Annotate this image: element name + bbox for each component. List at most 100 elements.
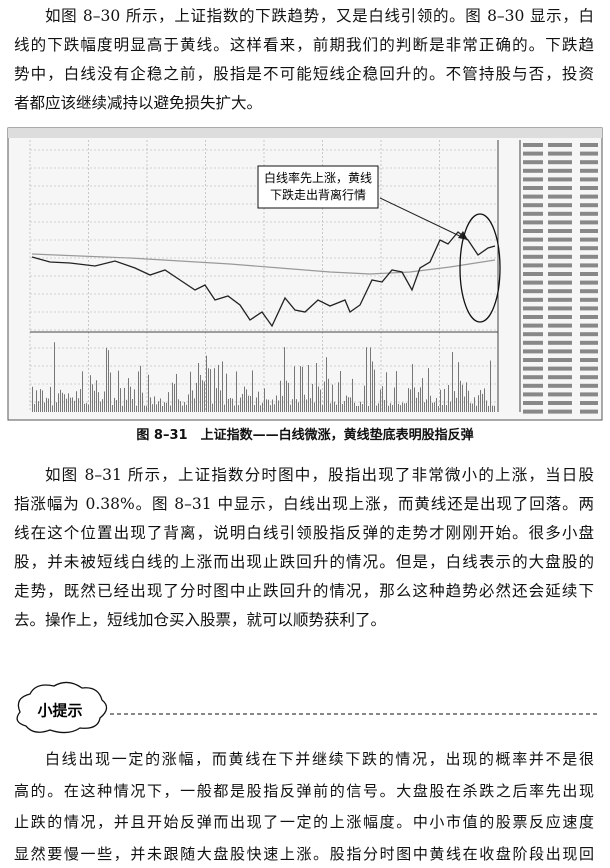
volume-bar	[392, 404, 393, 412]
volume-bar	[172, 382, 173, 412]
volume-bar	[194, 398, 195, 412]
volume-bar	[100, 401, 101, 412]
volume-bar	[368, 405, 369, 412]
volume-bar	[296, 399, 297, 412]
volume-bar	[158, 401, 159, 412]
ticker-row	[523, 349, 543, 354]
volume-bar	[272, 399, 273, 412]
arrowhead	[458, 231, 468, 240]
volume-bar	[426, 399, 427, 412]
volume-bar	[162, 405, 163, 412]
volume-bar	[216, 388, 217, 412]
volume-bar	[48, 398, 49, 412]
ticker-row	[580, 263, 598, 268]
volume-bar	[254, 405, 255, 412]
volume-bar	[186, 404, 187, 412]
volume-bar	[64, 394, 65, 412]
volume-bar	[200, 374, 201, 412]
volume-bar	[88, 404, 89, 412]
volume-bar	[56, 402, 57, 412]
ticker-row	[523, 151, 543, 156]
volume-bar	[370, 347, 371, 412]
volume-bar	[52, 405, 53, 412]
volume-bar	[404, 403, 405, 412]
volume-bar	[466, 382, 467, 412]
volume-bar	[452, 351, 453, 412]
volume-bar	[484, 388, 485, 412]
figure-toolbar	[8, 128, 602, 138]
volume-bar	[110, 372, 111, 412]
volume-bar	[116, 400, 117, 412]
volume-bar	[330, 403, 331, 412]
volume-bar	[288, 382, 289, 412]
volume-bar	[444, 388, 445, 412]
ticker-row	[548, 254, 572, 259]
ticker-row	[548, 263, 572, 268]
volume-bar	[440, 389, 441, 412]
text-line: 止跌的情况，并且开始反弹而出现了一定的上涨幅度。中小市值的股票反应速度	[14, 813, 594, 831]
ticker-row	[548, 194, 572, 199]
volume-bar	[428, 368, 429, 412]
volume-bar	[460, 380, 461, 412]
ticker-row	[580, 211, 598, 216]
ticker-row	[580, 375, 598, 380]
ticker-row	[548, 375, 572, 380]
volume-bar	[80, 389, 81, 412]
volume-bar	[486, 400, 487, 412]
volume-bar	[464, 396, 465, 412]
volume-bar	[442, 404, 443, 412]
ticker-row	[548, 340, 572, 345]
ticker-row	[580, 280, 598, 285]
ticker-row	[548, 332, 572, 337]
ticker-row	[523, 203, 543, 208]
ticker-row	[580, 323, 598, 328]
volume-bar	[378, 403, 379, 412]
ticker-row	[523, 237, 543, 242]
volume-bar	[134, 389, 135, 412]
volume-bar	[140, 365, 141, 412]
volume-bar	[68, 393, 69, 412]
text-line: 如图 8–31 所示，上证指数分时图中，股指出现了非常微小的上涨，当日股	[45, 466, 594, 484]
volume-bar	[234, 405, 235, 412]
volume-bar	[86, 403, 87, 412]
ticker-row	[580, 401, 598, 405]
volume-bar	[146, 405, 147, 412]
volume-bar	[294, 366, 295, 412]
volume-bar	[248, 395, 249, 412]
ticker-row	[580, 254, 598, 259]
volume-bar	[196, 382, 197, 412]
volume-bar	[32, 386, 33, 412]
volume-bar	[50, 386, 51, 412]
volume-bar	[354, 402, 355, 412]
ticker-row	[548, 297, 572, 302]
volume-bar	[36, 390, 37, 412]
ticker-row	[548, 229, 572, 233]
volume-bar	[362, 404, 363, 412]
volume-bar	[122, 405, 123, 412]
volume-bar	[104, 391, 105, 412]
ticker-row	[523, 340, 543, 345]
volume-bar	[212, 403, 213, 412]
volume-bar	[332, 384, 333, 412]
volume-bar	[160, 398, 161, 412]
volume-bar	[224, 404, 225, 412]
ticker-row	[580, 297, 598, 302]
volume-bar	[454, 391, 455, 412]
ticker-row	[523, 246, 543, 251]
text-line: 走势，既然已经出现了分时图中止跌回升的情况，那么这种趋势必然还会延续下	[14, 582, 594, 600]
volume-bar	[182, 405, 183, 412]
text-line: 线的下跌幅度明显高于黄线。这样看来，前期我们的判断是非常正确的。下跌趋	[14, 36, 594, 54]
ticker-row	[548, 177, 572, 182]
volume-bar	[360, 401, 361, 412]
volume-bar	[38, 401, 39, 412]
volume-bar	[46, 397, 47, 412]
volume-bar	[340, 370, 341, 412]
volume-bar	[316, 363, 317, 412]
volume-bar	[262, 402, 263, 412]
volume-bar	[192, 390, 193, 412]
volume-bar	[292, 399, 293, 412]
ticker-row	[548, 186, 572, 190]
volume-bar	[372, 361, 373, 412]
highlight-ellipse	[459, 213, 501, 323]
ticker-row	[548, 160, 572, 165]
